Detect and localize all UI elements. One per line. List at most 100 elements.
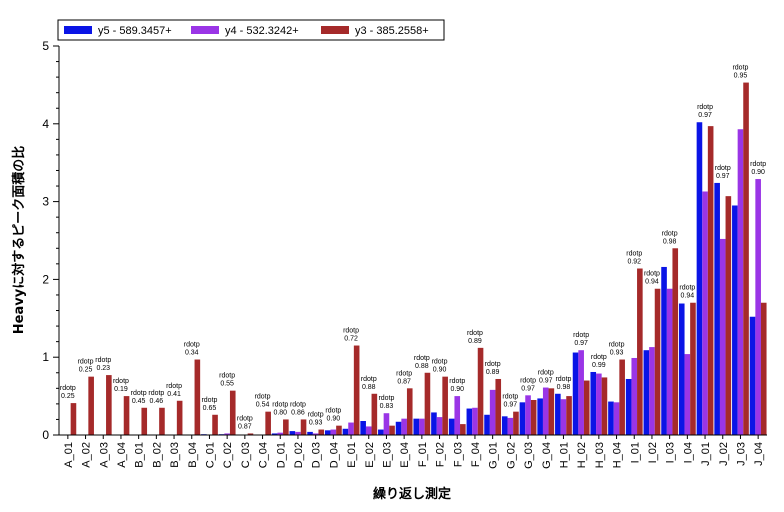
x-tick-label: C_02 [222, 442, 234, 468]
bar-I_03-s1 [666, 288, 673, 435]
bar-C_02-s2 [229, 390, 236, 435]
x-tick-label: D_01 [275, 442, 287, 468]
bar-G_01-s1 [489, 389, 496, 435]
bar-J_02-s1 [719, 238, 726, 435]
annotation-label: rdotp [679, 285, 695, 292]
annotation-value: 0.88 [415, 363, 429, 370]
bar-D_04-s2 [336, 425, 342, 435]
annotation-label: rdotp [201, 397, 217, 404]
bar-D_01-s2 [283, 419, 289, 435]
bar-D_02-s2 [300, 419, 307, 435]
annotation-label: rdotp [378, 395, 394, 402]
annotation-label: rdotp [732, 65, 748, 72]
x-tick-label: J_02 [718, 442, 730, 466]
annotation-value: 0.89 [486, 369, 500, 376]
bar-H_04-s2 [619, 359, 625, 435]
bar-H_02-s0 [572, 352, 579, 435]
bar-J_03-s1 [737, 129, 744, 435]
bar-G_04-s2 [548, 388, 555, 435]
x-tick-label: C_01 [204, 442, 216, 468]
annotation-label: rdotp [520, 377, 536, 384]
bar-C_01-s2 [212, 414, 218, 435]
bar-H_01-s1 [560, 399, 567, 435]
annotation-label: rdotp [555, 376, 571, 383]
annotation-label: rdotp [449, 378, 465, 385]
annotation-label: rdotp [361, 376, 377, 383]
bar-F_04-s0 [466, 408, 473, 435]
x-tick-label: J_04 [753, 442, 765, 466]
x-tick-label: B_02 [151, 442, 163, 468]
y-tick-label: 1 [42, 350, 49, 364]
bar-D_02-s1 [295, 431, 301, 435]
annotation-value: 0.90 [450, 386, 464, 393]
x-tick-label: B_03 [169, 442, 181, 468]
x-tick-label: B_04 [187, 442, 199, 468]
x-tick-label: A_03 [98, 442, 110, 468]
x-tick-label: B_01 [134, 442, 146, 468]
annotation-label: rdotp [131, 390, 147, 397]
legend-entry: y5 - 589.3457+ [98, 25, 172, 37]
x-tick-label: F_03 [452, 442, 464, 467]
bar-D_03-s0 [307, 431, 313, 435]
bar-H_04-s0 [608, 401, 614, 435]
annotation-label: rdotp [715, 165, 731, 172]
bar-H_02-s2 [583, 380, 590, 435]
x-tick-label: C_03 [240, 442, 252, 468]
bar-F_02-s2 [442, 376, 448, 435]
bar-I_01-s1 [631, 357, 638, 435]
bar-I_03-s0 [661, 266, 667, 435]
x-tick-label: G_01 [488, 442, 500, 469]
annotation-label: rdotp [609, 342, 625, 349]
bar-J_04-s2 [760, 302, 767, 435]
bar-C_02-s1 [224, 433, 230, 435]
bar-H_03-s0 [590, 371, 597, 435]
annotation-value: 0.88 [362, 384, 376, 391]
bar-J_04-s0 [749, 316, 756, 435]
x-tick-label: H_01 [558, 442, 570, 468]
annotation-value: 0.94 [681, 293, 695, 300]
x-tick-label: F_04 [470, 442, 482, 467]
bar-F_03-s2 [460, 424, 466, 435]
y-axis-ticks: 0 1 2 3 4 5 [42, 39, 59, 442]
annotation-value: 0.65 [203, 405, 217, 412]
x-tick-label: C_04 [258, 442, 270, 468]
annotation-label: rdotp [432, 359, 448, 366]
x-tick-label: G_03 [523, 442, 535, 469]
bar-H_02-s1 [578, 350, 584, 435]
annotation-label: rdotp [644, 271, 660, 278]
annotation-value: 0.55 [220, 381, 234, 388]
bar-G_02-s2 [513, 411, 519, 435]
bar-I_02-s1 [649, 347, 655, 435]
annotation-value: 0.97 [698, 112, 712, 119]
annotation-value: 0.90 [433, 367, 447, 374]
legend: y5 - 589.3457+ y4 - 532.3242+ y3 - 385.255… [57, 19, 445, 41]
bar-I_01-s0 [625, 378, 632, 435]
annotation-label: rdotp [502, 394, 518, 401]
x-axis-ticks: A_01 A_02 A_03 A_04 B_01 B_02 B_03 B_04 C_01 C_02… [63, 435, 765, 469]
annotation-value: 0.80 [273, 409, 287, 416]
bar-D_02-s0 [289, 431, 296, 435]
annotation-value: 0.99 [592, 362, 606, 369]
legend-box [57, 19, 445, 41]
x-tick-label: H_02 [576, 442, 588, 468]
annotation-label: rdotp [750, 161, 766, 168]
annotation-label: rdotp [343, 328, 359, 335]
annotation-value: 0.92 [627, 259, 641, 266]
bar-I_04-s1 [684, 354, 691, 435]
annotation-value: 0.54 [256, 402, 270, 409]
y-tick-label: 4 [42, 117, 49, 131]
annotation-label: rdotp [60, 385, 76, 392]
x-tick-label: D_02 [293, 442, 305, 468]
annotation-value: 0.97 [521, 385, 535, 392]
bar-F_04-s2 [477, 347, 484, 435]
legend-entry: y4 - 532.3242+ [225, 25, 299, 37]
bar-E_01-s2 [353, 345, 360, 435]
bar-H_03-s1 [596, 373, 602, 435]
x-tick-label: H_04 [612, 442, 624, 468]
bar-B_02-s2 [159, 407, 165, 435]
y-tick-label: 5 [42, 39, 49, 53]
annotation-label: rdotp [626, 251, 642, 258]
bar-J_03-s2 [743, 82, 749, 435]
bar-J_01-s0 [696, 122, 703, 436]
